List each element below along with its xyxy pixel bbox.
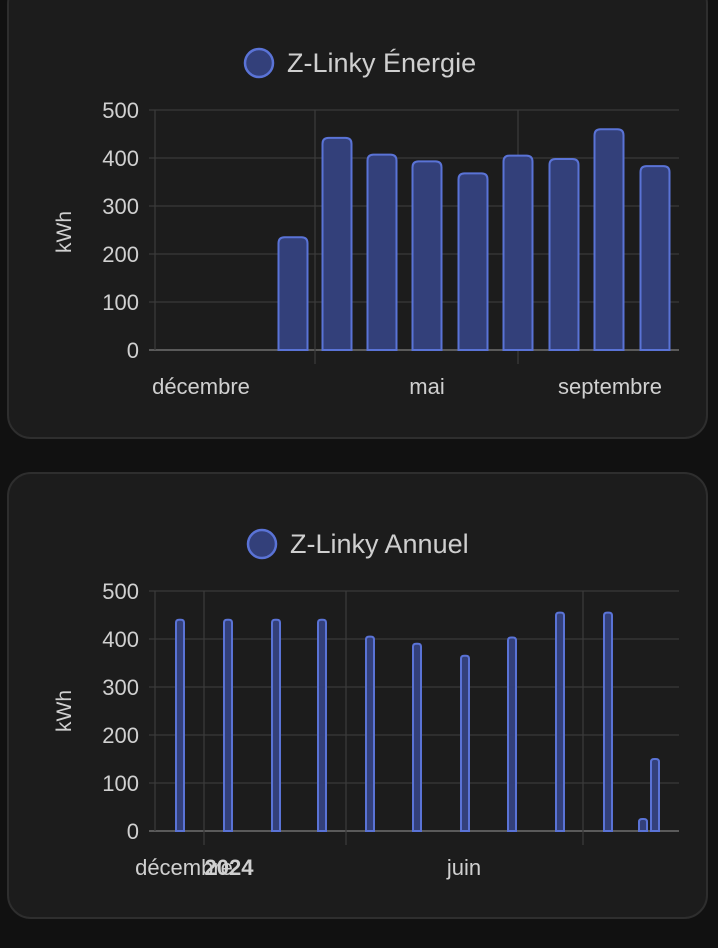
- bar[interactable]: [638, 818, 648, 832]
- annual-chart-card: 0 100 200 300 400 500 décembre 2024 juin Z-Link…: [7, 472, 708, 919]
- bar[interactable]: [271, 618, 281, 832]
- bar[interactable]: [460, 654, 470, 832]
- bar[interactable]: [366, 153, 398, 351]
- x-tick-labels: décembre mai septembre: [152, 374, 662, 399]
- y-tick-label: 100: [102, 771, 139, 796]
- bar-series: [277, 128, 671, 351]
- legend-label[interactable]: Z-Linky Annuel: [290, 529, 469, 559]
- y-tick-label: 400: [102, 627, 139, 652]
- bar[interactable]: [650, 758, 660, 832]
- bar[interactable]: [223, 618, 233, 832]
- bar[interactable]: [412, 642, 422, 832]
- bar[interactable]: [365, 635, 375, 832]
- y-tick-label: 300: [102, 194, 139, 219]
- bar[interactable]: [175, 618, 185, 832]
- y-tick-label: 0: [127, 338, 139, 363]
- bar[interactable]: [555, 611, 565, 832]
- bar[interactable]: [593, 128, 625, 351]
- energy-chart-card: 0 100 200 300 400 500 décembre mai septembre Z-…: [7, 0, 708, 439]
- x-tick-label: décembre: [152, 374, 250, 399]
- y-tick-label: 300: [102, 675, 139, 700]
- legend-swatch[interactable]: [246, 528, 278, 560]
- x-tick-label: juin: [446, 855, 481, 880]
- bar[interactable]: [321, 136, 353, 351]
- bar[interactable]: [548, 157, 580, 351]
- bar[interactable]: [507, 636, 517, 832]
- bar[interactable]: [502, 154, 534, 351]
- y-axis-title: kWh: [53, 690, 76, 732]
- y-tick-label: 500: [102, 579, 139, 604]
- bar[interactable]: [457, 172, 489, 351]
- y-tick-label: 200: [102, 242, 139, 267]
- bar[interactable]: [411, 160, 443, 351]
- x-tick-label: 2024: [205, 855, 255, 880]
- y-tick-label: 100: [102, 290, 139, 315]
- y-tick-label: 400: [102, 146, 139, 171]
- x-tick-label: septembre: [558, 374, 662, 399]
- x-tick-label: décembre: [135, 855, 233, 880]
- y-tick-label: 0: [127, 819, 139, 844]
- y-tick-label: 200: [102, 723, 139, 748]
- energy-bar-chart: 0 100 200 300 400 500 décembre mai septembre Z-…: [53, 47, 679, 399]
- bar[interactable]: [277, 236, 309, 351]
- legend-swatch[interactable]: [243, 47, 275, 79]
- bar[interactable]: [639, 165, 671, 351]
- bar-series: [175, 611, 660, 832]
- x-tick-label: mai: [409, 374, 444, 399]
- y-axis-title: kWh: [53, 211, 76, 253]
- bar[interactable]: [603, 611, 613, 832]
- bar[interactable]: [317, 618, 327, 832]
- y-tick-label: 500: [102, 98, 139, 123]
- y-tick-labels: 0 100 200 300 400 500: [102, 98, 139, 363]
- y-tick-labels: 0 100 200 300 400 500: [102, 579, 139, 844]
- legend-label[interactable]: Z-Linky Énergie: [287, 48, 476, 78]
